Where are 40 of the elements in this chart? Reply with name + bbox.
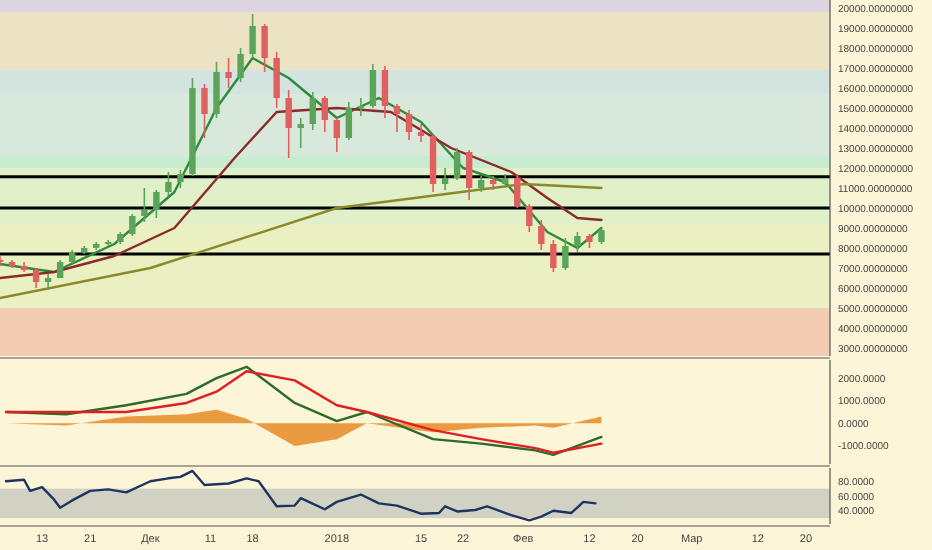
candlestick <box>574 231 581 253</box>
candlestick <box>273 51 280 109</box>
candlestick <box>514 173 521 209</box>
candlestick <box>44 273 52 291</box>
candlestick <box>333 117 341 153</box>
candlestick <box>141 187 148 223</box>
candlestick <box>153 189 160 219</box>
candlestick <box>405 109 413 141</box>
candlestick <box>309 91 316 131</box>
candlestick <box>369 63 377 109</box>
candlestick <box>249 13 256 59</box>
candlestick <box>213 61 220 119</box>
candlestick <box>550 239 557 273</box>
line-series <box>0 56 603 274</box>
candlestick <box>237 47 244 83</box>
candlestick <box>562 237 569 271</box>
candlestick <box>489 175 497 191</box>
candlestick <box>381 65 389 119</box>
candlestick <box>32 267 40 289</box>
line-series <box>4 469 597 522</box>
line-series <box>0 106 603 280</box>
candlestick <box>225 57 232 89</box>
candlestick <box>429 133 437 193</box>
candlestick <box>261 23 268 73</box>
candlestick <box>441 167 449 191</box>
line-series <box>0 182 603 300</box>
candlestick <box>297 117 304 149</box>
candlestick <box>465 149 473 201</box>
candlestick <box>357 97 365 117</box>
candlestick <box>321 95 328 133</box>
candlestick <box>526 203 533 233</box>
candlestick <box>201 83 208 139</box>
candlestick <box>417 123 425 143</box>
candlestick <box>453 147 461 181</box>
candlestick <box>345 101 353 141</box>
candlestick <box>538 219 545 251</box>
candlestick <box>165 171 172 197</box>
candlestick <box>285 89 292 159</box>
candlestick <box>393 103 401 133</box>
candlestick <box>129 213 136 237</box>
